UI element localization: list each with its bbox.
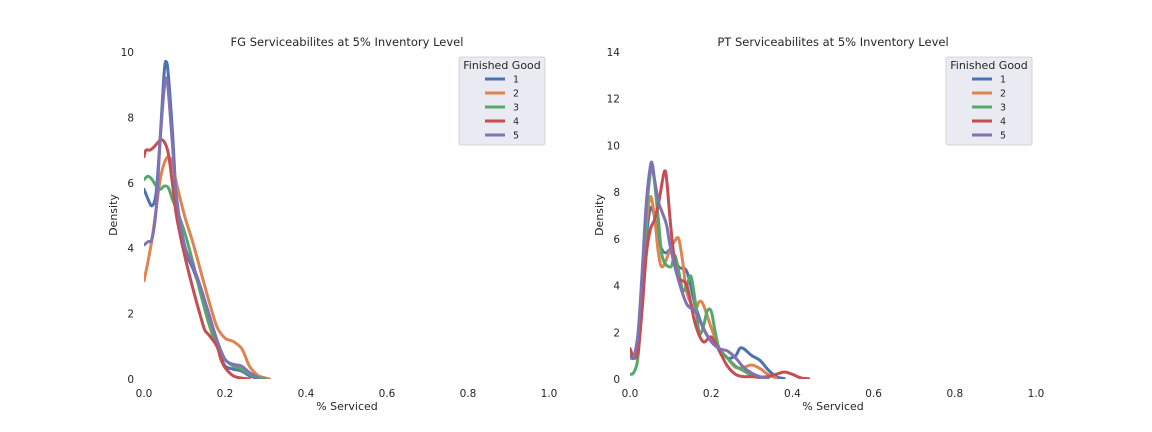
series-line-4 [144,138,251,379]
x-tick-label: 0.2 [703,388,720,400]
legend-label-3: 3 [1000,103,1006,114]
plot-area [144,59,272,379]
x-tick-label: 0.4 [298,388,315,400]
series-line-5 [630,160,770,379]
y-tick-label: 0 [127,374,134,386]
legend-label-4: 4 [513,117,519,128]
x-axis-label: % Serviced [316,400,378,413]
x-tick-label: 0.0 [622,388,639,400]
y-axis-label: Density [107,194,120,236]
x-tick-label: 1.0 [1028,388,1045,400]
x-tick-label: 0.4 [784,388,801,400]
legend-label-4: 4 [1000,117,1006,128]
x-tick-label: 0.2 [217,388,234,400]
legend-box [458,56,546,146]
series-line-5 [144,76,259,379]
y-tick-label: 12 [607,94,620,106]
legend-label-5: 5 [513,131,519,142]
x-tick-label: 0.8 [946,388,963,400]
legend-title: Finished Good [950,59,1028,72]
pt-serviceability-chart: PT Serviceabilites at 5% Inventory Level… [593,35,1044,413]
legend-label-1: 1 [513,75,519,86]
series-line-3 [144,174,267,379]
legend-label-5: 5 [1000,131,1006,142]
legend-label-1: 1 [1000,75,1006,86]
y-tick-label: 2 [127,309,134,321]
y-tick-label: 8 [127,112,134,124]
x-tick-label: 0.6 [379,388,396,400]
y-tick-label: 8 [613,187,620,199]
y-axis-label: Density [593,194,606,236]
y-tick-label: 14 [607,47,621,59]
x-tick-label: 1.0 [541,388,558,400]
series-line-1 [630,205,786,379]
y-tick-label: 6 [613,234,620,246]
plot-area [630,160,811,379]
y-tick-label: 10 [607,140,620,152]
x-axis-label: % Serviced [802,400,864,413]
chart-title: FG Serviceabilites at 5% Inventory Level [231,35,464,49]
legend-title: Finished Good [463,59,541,72]
chart-title: PT Serviceabilites at 5% Inventory Level [717,35,948,49]
series-line-4 [630,169,811,379]
y-tick-label: 0 [613,374,620,386]
legend: Finished Good 1 2 3 4 5 [458,56,546,146]
y-tick-label: 4 [127,243,134,255]
legend-label-3: 3 [513,103,519,114]
x-tick-label: 0.8 [460,388,477,400]
y-tick-label: 2 [613,327,620,339]
fg-serviceability-chart: FG Serviceabilites at 5% Inventory Level… [107,35,557,413]
y-tick-label: 10 [121,47,134,59]
series-line-2 [144,155,272,379]
legend-label-2: 2 [513,89,519,100]
y-tick-label: 6 [127,178,134,190]
ticks: 0.0 0.2 0.4 0.6 0.8 1.0 0 2 4 6 8 10 [121,47,558,400]
x-tick-label: 0.6 [865,388,882,400]
y-tick-label: 4 [613,281,620,293]
legend: Finished Good 1 2 3 4 5 [945,56,1033,146]
legend-label-2: 2 [1000,89,1006,100]
legend-box [945,56,1033,146]
x-tick-label: 0.0 [136,388,153,400]
